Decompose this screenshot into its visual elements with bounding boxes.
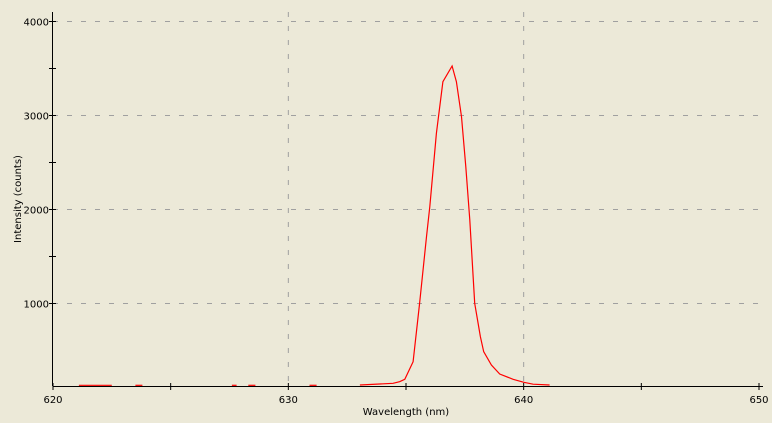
y-tick-label: 3000 <box>24 112 49 123</box>
y-axis-label: Intensity (counts) <box>13 155 24 243</box>
y-tick-label: 2000 <box>24 206 49 217</box>
x-tick-label: 650 <box>749 395 768 406</box>
x-axis-label: Wavelength (nm) <box>363 407 449 418</box>
y-tick-label: 4000 <box>24 18 49 29</box>
axes: 620 630 640 650 1000 2000 3000 4000 <box>24 12 769 406</box>
grid <box>53 12 763 386</box>
series-line <box>359 64 550 386</box>
x-tick-label: 640 <box>514 395 533 406</box>
y-tick-label: 1000 <box>24 300 49 311</box>
series-layer <box>78 64 550 386</box>
x-tick-label: 620 <box>43 395 62 406</box>
x-tick-label: 630 <box>279 395 298 406</box>
